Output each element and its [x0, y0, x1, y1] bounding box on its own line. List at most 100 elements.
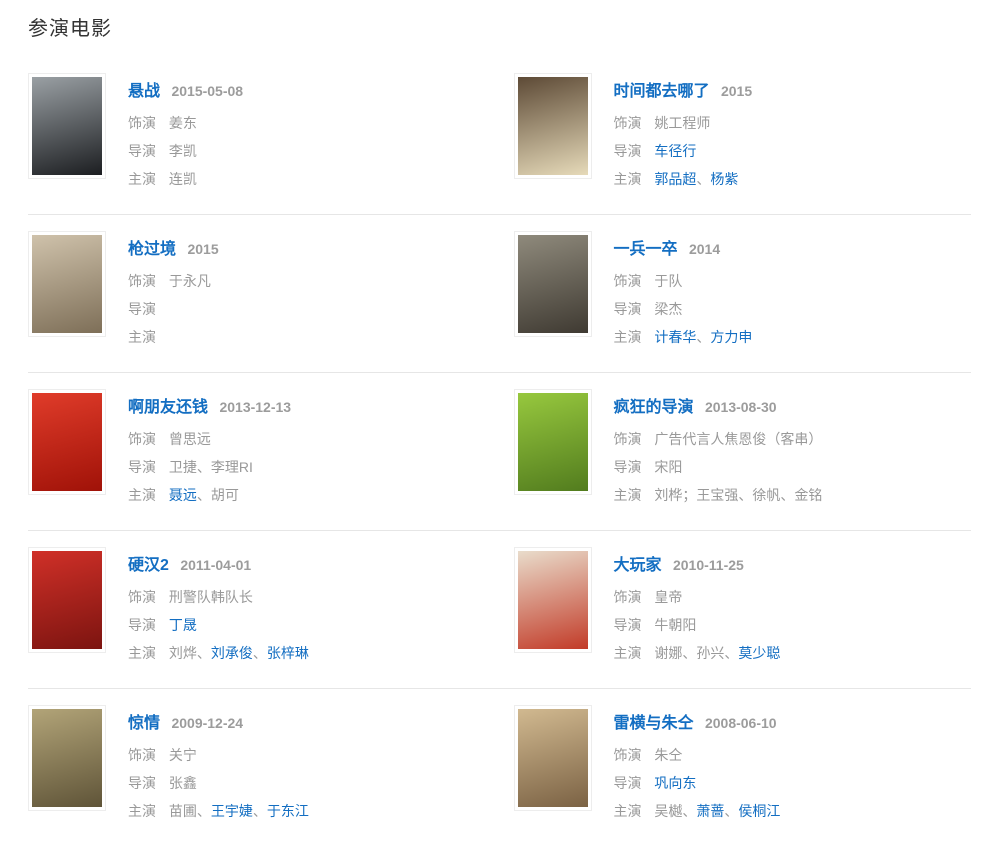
- person-text: 于队: [654, 273, 683, 289]
- movie-title-line: 一兵一卒 2014: [614, 235, 753, 259]
- person-text: 于永凡: [168, 273, 211, 289]
- person-text: 曾思远: [168, 431, 211, 447]
- movie-card: 时间都去哪了 2015 饰演 姚工程师 导演 车径行 主演 郭品超、杨紫: [513, 73, 972, 188]
- movie-title-link[interactable]: 枪过境: [128, 241, 177, 258]
- movie-title-link[interactable]: 雷横与朱仝: [613, 715, 694, 732]
- person-link[interactable]: 莫少聪: [738, 645, 781, 661]
- role-line: 饰演 姚工程师: [614, 114, 753, 132]
- starring-label: 主演: [128, 171, 156, 187]
- separator: 、: [196, 645, 211, 661]
- person-text: 孙兴: [696, 645, 725, 661]
- person-link[interactable]: 巩向东: [654, 775, 697, 791]
- person-text: 关宁: [168, 747, 197, 763]
- movie-poster-link[interactable]: [28, 231, 106, 337]
- director-value: 宋阳: [654, 459, 682, 475]
- movie-title-link[interactable]: 疯狂的导演: [613, 399, 694, 416]
- movie-poster-link[interactable]: [28, 705, 106, 811]
- poster-qiang-guojing: [32, 235, 102, 333]
- movie-title-link[interactable]: 啊朋友还钱: [128, 399, 209, 416]
- movie-title-link[interactable]: 大玩家: [613, 557, 662, 574]
- poster-yinghan-2: [32, 551, 102, 649]
- director-label: 导演: [613, 301, 642, 317]
- director-line: 导演 李凯: [128, 142, 243, 160]
- separator: 、: [252, 645, 267, 661]
- director-label: 导演: [613, 459, 642, 475]
- person-link[interactable]: 计春华: [654, 329, 697, 345]
- movie-poster-link[interactable]: [513, 547, 592, 653]
- movie-title-link[interactable]: 时间都去哪了: [613, 83, 710, 100]
- movie-poster-link[interactable]: [28, 389, 106, 495]
- role-label: 饰演: [613, 747, 642, 763]
- person-link[interactable]: 杨紫: [710, 171, 739, 187]
- person-text: 张鑫: [168, 775, 197, 791]
- poster-a-pengyou-huanqian: [32, 393, 102, 491]
- director-label: 导演: [613, 775, 642, 791]
- movie-release-date: 2009-12-24: [171, 715, 244, 731]
- movie-release-date: 2011-04-01: [180, 557, 252, 573]
- person-text: 姜东: [168, 115, 197, 131]
- person-link[interactable]: 丁晟: [168, 617, 197, 633]
- person-link[interactable]: 萧蔷: [696, 803, 725, 819]
- role-line: 饰演 朱仝: [614, 746, 781, 764]
- role-label: 饰演: [613, 115, 642, 131]
- person-text: 苗圃: [168, 803, 197, 819]
- person-link[interactable]: 张梓琳: [266, 645, 309, 661]
- starring-label: 主演: [613, 645, 642, 661]
- person-link[interactable]: 车径行: [654, 143, 697, 159]
- movie-poster-link[interactable]: [513, 73, 592, 179]
- role-label: 饰演: [613, 431, 642, 447]
- section-title: 参演电影: [28, 18, 112, 40]
- director-line: 导演 梁杰: [614, 300, 753, 318]
- role-value: 于永凡: [169, 273, 211, 289]
- person-text: 卫捷、李理RI: [168, 459, 253, 475]
- role-value: 广告代言人焦恩俊（客串）: [654, 431, 822, 447]
- movie-release-date: 2015-05-08: [171, 83, 244, 99]
- role-line: 饰演 于永凡: [128, 272, 219, 290]
- person-text: 连凯: [168, 171, 197, 187]
- movie-release-date: 2010-11-25: [672, 557, 744, 573]
- starring-value: 吴樾、萧蔷、侯桐江: [654, 803, 780, 819]
- starring-line: 主演 苗圃、王宇婕、于东江: [128, 802, 309, 820]
- movie-title-link[interactable]: 惊情: [128, 715, 161, 732]
- movie-poster-link[interactable]: [28, 547, 106, 653]
- director-value: 梁杰: [654, 301, 682, 317]
- starring-line: 主演 吴樾、萧蔷、侯桐江: [614, 802, 781, 820]
- starring-value: 郭品超、杨紫: [654, 171, 738, 187]
- director-value: 张鑫: [169, 775, 197, 791]
- director-label: 导演: [128, 459, 156, 475]
- director-label: 导演: [613, 617, 642, 633]
- movie-poster-link[interactable]: [513, 705, 592, 811]
- person-link[interactable]: 刘承俊: [210, 645, 253, 661]
- movie-title-line: 时间都去哪了 2015: [614, 77, 753, 101]
- movie-card: 疯狂的导演 2013-08-30 饰演 广告代言人焦恩俊（客串） 导演 宋阳 主…: [513, 389, 972, 504]
- movie-grid: 悬战 2015-05-08 饰演 姜东 导演 李凯 主演 连凯 时间都去哪了: [28, 73, 971, 820]
- role-line: 饰演 姜东: [128, 114, 243, 132]
- movie-title-link[interactable]: 悬战: [128, 83, 161, 100]
- starring-line: 主演 刘烨、刘承俊、张梓琳: [128, 644, 309, 662]
- role-label: 饰演: [128, 115, 156, 131]
- person-link[interactable]: 侯桐江: [738, 803, 781, 819]
- movie-info: 雷横与朱仝 2008-06-10 饰演 朱仝 导演 巩向东 主演 吴樾、萧蔷、侯…: [614, 705, 781, 820]
- movie-poster-link[interactable]: [513, 231, 592, 337]
- movie-poster-link[interactable]: [513, 389, 592, 495]
- movie-title-link[interactable]: 一兵一卒: [613, 241, 678, 258]
- person-text: 李凯: [168, 143, 197, 159]
- person-link[interactable]: 郭品超: [654, 171, 697, 187]
- starring-value: 苗圃、王宇婕、于东江: [169, 803, 309, 819]
- starring-line: 主演 刘桦；王宝强、徐帆、金铭: [614, 486, 823, 504]
- movie-title-link[interactable]: 硬汉2: [128, 557, 169, 574]
- director-line: 导演: [128, 300, 219, 318]
- director-label: 导演: [613, 143, 642, 159]
- row-divider: [28, 372, 971, 373]
- person-link[interactable]: 王宇婕: [210, 803, 253, 819]
- movie-poster-link[interactable]: [28, 73, 106, 179]
- person-link[interactable]: 方力申: [710, 329, 753, 345]
- director-value: 牛朝阳: [654, 617, 696, 633]
- movie-info: 枪过境 2015 饰演 于永凡 导演 主演: [128, 231, 219, 346]
- person-link[interactable]: 于东江: [266, 803, 309, 819]
- starring-label: 主演: [613, 487, 642, 503]
- person-link[interactable]: 聂远: [168, 487, 197, 503]
- movie-info: 硬汉2 2011-04-01 饰演 刑警队韩队长 导演 丁晟 主演 刘烨、刘承俊…: [128, 547, 309, 662]
- starring-label: 主演: [613, 803, 642, 819]
- poster-leiheng-yu-zhutong: [517, 709, 588, 807]
